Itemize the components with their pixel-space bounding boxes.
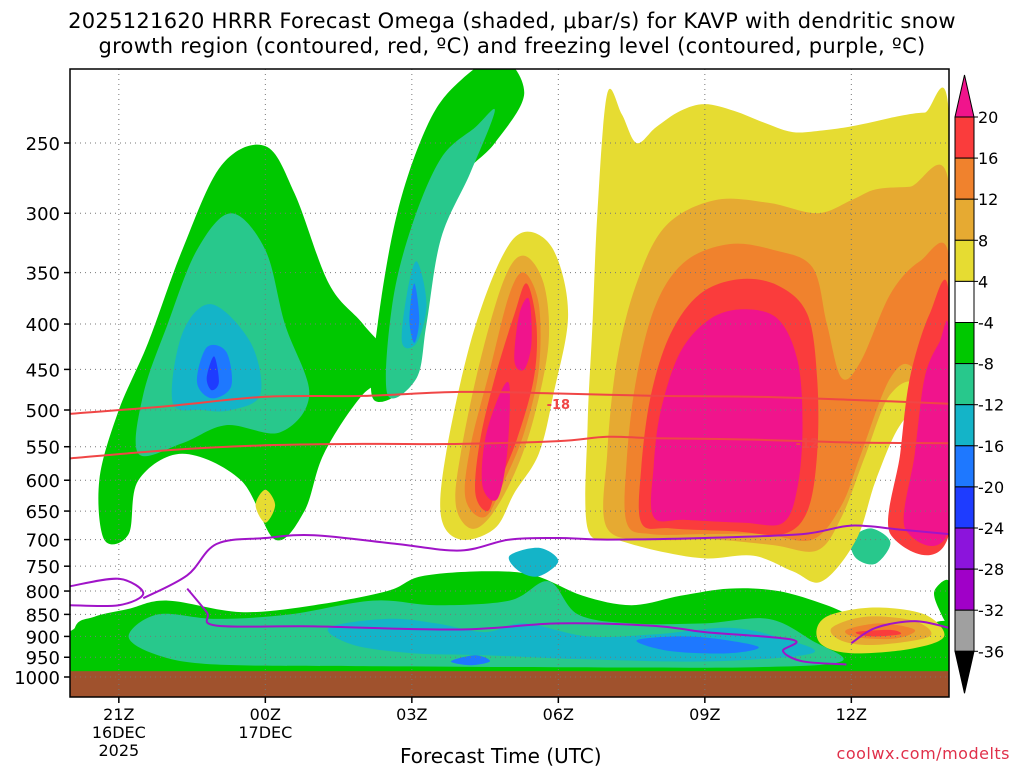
y-tick-label: 450: [26, 360, 60, 381]
y-tick-label: 350: [26, 264, 60, 285]
dgz-contour-line: [70, 390, 949, 415]
omega-region-pos-20: [650, 309, 803, 526]
chart-title-line1: 2025121620 HRRR Forecast Omega (shaded, …: [68, 9, 956, 33]
y-tick-label: 250: [26, 134, 60, 155]
y-tick-label: 650: [26, 502, 60, 523]
colorbar-segment: [954, 157, 975, 200]
colorbar-label: 12: [978, 190, 998, 209]
omega-region-neg-16-20: [409, 283, 420, 343]
contour-labels: -18 -12: [547, 398, 820, 452]
colorbar-segment: [954, 363, 975, 406]
freezing-level-contour: [850, 620, 949, 645]
y-tick-label: 700: [26, 531, 60, 552]
x-tick-label: 21Z: [103, 705, 134, 724]
contour-label: -12: [796, 437, 820, 452]
y-tick-label: 500: [26, 401, 60, 422]
colorbar-label: -8: [978, 355, 994, 374]
dgz-contour-line: [70, 435, 949, 460]
x-tick-label: 12Z: [836, 705, 867, 724]
y-tick-label: 1000: [14, 668, 60, 689]
colorbar-top-arrow: [954, 74, 975, 118]
chart-title-line2: growth region (contoured, red, ºC) and f…: [98, 34, 926, 58]
ground-surface: [70, 671, 949, 697]
x-tick-sublabel: 16DEC: [92, 723, 146, 742]
omega-region-neg-20-24: [206, 356, 219, 391]
y-axis: 2503003504004505005506006507007508008509…: [14, 134, 70, 689]
colorbar-label: -36: [978, 642, 1004, 661]
colorbar-segment: [954, 116, 975, 159]
x-tick-label: 03Z: [396, 705, 427, 724]
colorbar-label: -16: [978, 437, 1004, 456]
colorbar-segment: [954, 198, 975, 241]
y-tick-label: 750: [26, 557, 60, 578]
omega-region-pos-20: [481, 381, 510, 501]
colorbar-label: -12: [978, 396, 1004, 415]
omega-region-pos-20: [514, 297, 532, 371]
contour-label: -18: [547, 398, 571, 413]
y-tick-label: 900: [26, 627, 60, 648]
dendritic-growth-contours: [70, 390, 949, 460]
omega-region-pos-20: [903, 320, 949, 547]
y-tick-label: 600: [26, 471, 60, 492]
y-tick-label: 300: [26, 204, 60, 225]
freezing-level-contour: [70, 577, 145, 608]
omega-region-neg-12-16: [508, 547, 559, 577]
colorbar-label: -4: [978, 314, 994, 333]
y-tick-label: 400: [26, 315, 60, 336]
x-tick-label: 00Z: [250, 705, 281, 724]
colorbar-segment: [954, 239, 975, 282]
colorbar-segment: [954, 527, 975, 570]
colorbar-segment: [954, 609, 975, 652]
colorbar-segment: [954, 322, 975, 365]
colorbar-label: -32: [978, 601, 1004, 620]
colorbar-segment: [954, 445, 975, 488]
colorbar-label: 20: [978, 108, 998, 127]
colorbar-label: 16: [978, 149, 998, 168]
y-tick-label: 850: [26, 605, 60, 626]
freezing-level-contour: [186, 587, 847, 666]
y-tick-label: 550: [26, 438, 60, 459]
freezing-level-contour: [142, 524, 949, 600]
x-axis-title: Forecast Time (UTC): [400, 744, 602, 768]
x-tick-label: 09Z: [689, 705, 720, 724]
plot-frame: [69, 68, 950, 698]
x-tick-label: 06Z: [543, 705, 574, 724]
colorbar-label: -20: [978, 478, 1004, 497]
colorbar-segment: [954, 486, 975, 529]
omega-region-neg-16-20: [636, 636, 759, 654]
colorbar-segment: [954, 568, 975, 611]
omega-region-pos-4-8: [255, 489, 276, 523]
colorbar-label: 8: [978, 231, 988, 250]
colorbar: 20 16 12 8 4 -4 -8 -12 -16 -20 -24 -28 -32 -36: [954, 74, 1004, 694]
colorbar-label: -28: [978, 560, 1004, 579]
y-tick-label: 800: [26, 582, 60, 603]
source-credit: coolwx.com/modelts: [836, 744, 1010, 763]
colorbar-label: -24: [978, 519, 1004, 538]
colorbar-label: 4: [978, 272, 988, 291]
x-tick-sublabel: 17DEC: [238, 723, 292, 742]
colorbar-bottom-arrow: [954, 650, 975, 694]
x-tick-sublabel: 2025: [98, 741, 139, 760]
freezing-level-contours: [70, 524, 949, 666]
colorbar-segment: [954, 280, 975, 323]
y-tick-label: 950: [26, 648, 60, 669]
omega-region-neg-8-12: [850, 528, 891, 565]
colorbar-segment: [954, 404, 975, 447]
